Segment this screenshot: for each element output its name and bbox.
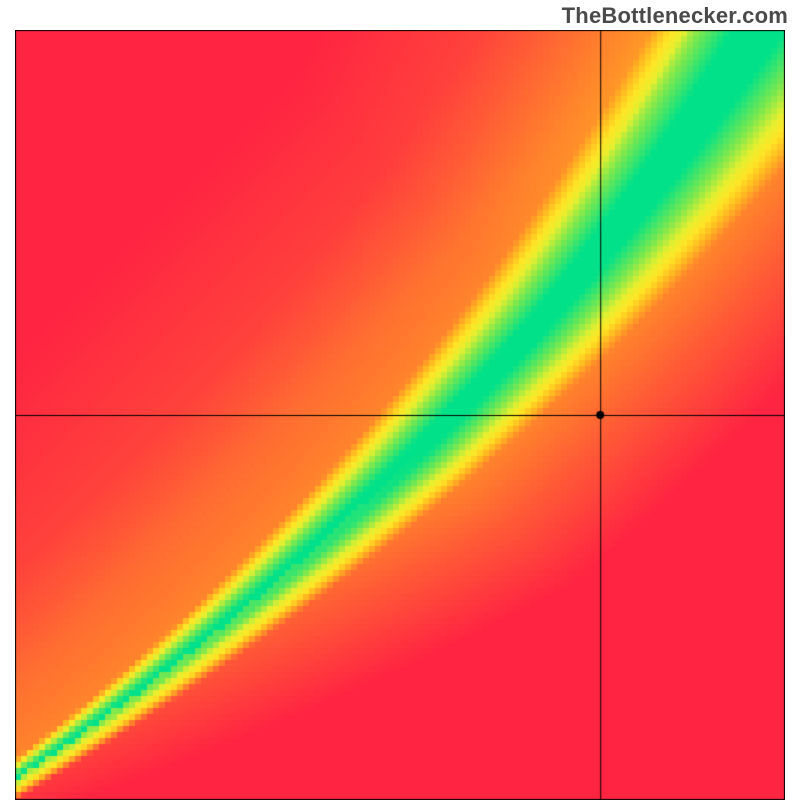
chart-container: TheBottlenecker.com — [0, 0, 800, 800]
overlay-canvas — [15, 30, 785, 800]
watermark-text: TheBottlenecker.com — [562, 3, 788, 29]
